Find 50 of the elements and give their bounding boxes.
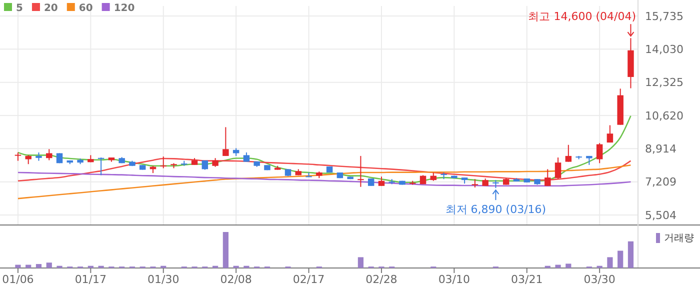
candlestick [358,155,364,188]
candlestick [98,157,104,176]
bar [26,264,32,268]
y-tick-label: 12,325 [645,76,684,90]
bar [15,264,21,268]
x-tick-label: 02/08 [220,273,252,286]
candlestick [554,157,562,180]
candlestick [596,142,603,164]
candlestick [222,126,229,156]
candlestick [243,152,250,162]
y-tick-label: 14,030 [645,43,684,56]
candlestick [378,176,385,186]
x-tick-label: 01/06 [2,273,34,286]
legend-label: 5 [16,3,23,14]
legend-label: 120 [114,3,135,14]
bar [46,262,52,268]
x-tick-label: 02/17 [292,273,325,286]
y-tick-label: 15,735 [645,10,684,23]
bar [36,264,42,268]
x-tick-label: 03/30 [584,273,616,286]
annotation: 최고 14,600 (04/04) [528,10,636,24]
x-tick-label: 01/17 [74,273,107,286]
x-tick-label: 03/10 [438,273,470,286]
y-tick-label: 10,620 [645,109,684,122]
legend-label: 거래량 [664,233,694,244]
legend-label: 20 [44,3,58,14]
legend-label: 60 [78,3,93,14]
candlestick [14,152,22,162]
x-tick-label: 02/28 [366,273,398,286]
bar [628,241,634,268]
line-series [17,164,632,200]
candlestick [544,168,551,186]
bar [555,264,561,268]
candlestick [565,144,572,162]
candlestick [46,148,52,161]
bar [566,264,572,268]
bar [358,257,364,268]
bar [222,232,228,268]
x-tick-label: 03/21 [511,273,543,286]
x-tick-label: 01/30 [148,273,180,286]
candlestick [606,124,614,144]
bar [618,250,624,268]
y-tick-label: 5,504 [645,208,676,222]
y-tick-label: 8,914 [645,142,676,156]
candlestick [160,156,166,169]
y-tick-label: 7,209 [645,176,676,189]
bar [607,257,613,268]
line-series [17,172,632,187]
annotation: 최저 6,890 (03/16) [445,203,546,216]
candlestick [472,178,478,188]
